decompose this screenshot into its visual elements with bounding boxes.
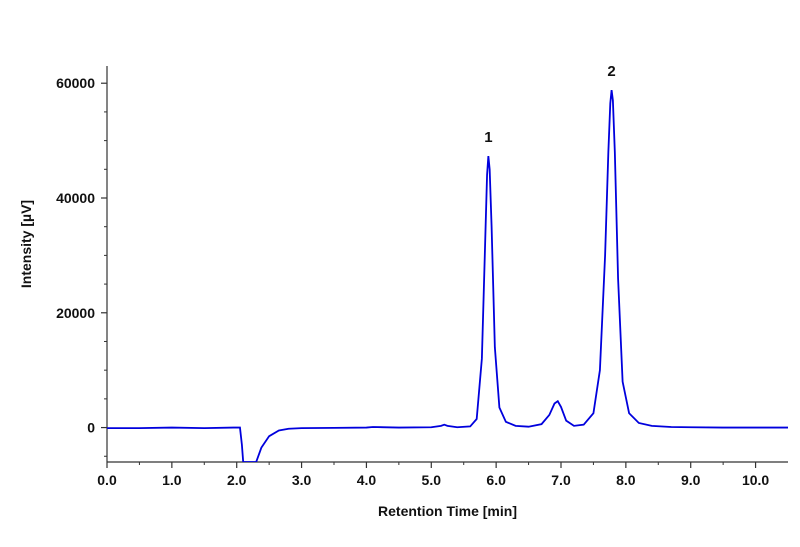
y-tick-label: 0	[87, 420, 95, 436]
peak-label: 1	[484, 129, 492, 146]
x-axis: 0.0 1.0 2.0 3.0 4.0 5.0 6.0 7.0 8.0 9.0 10.0	[97, 461, 788, 488]
y-axis-title: Intensity [µV]	[18, 200, 34, 288]
x-tick-label: 2.0	[227, 472, 247, 488]
x-tick-label: 9.0	[681, 472, 701, 488]
y-axis: 0 20000 40000 60000	[56, 66, 108, 462]
x-tick-label: 4.0	[357, 472, 377, 488]
peak-label: 2	[607, 63, 615, 80]
x-tick-label: 3.0	[292, 472, 312, 488]
x-tick-group: 0.0 1.0 2.0 3.0 4.0 5.0 6.0 7.0 8.0 9.0 10.0	[97, 462, 769, 488]
x-tick-label: 6.0	[486, 472, 506, 488]
x-tick-label: 8.0	[616, 472, 636, 488]
peak-label-group: 12	[484, 63, 616, 146]
y-tick-label: 20000	[56, 305, 95, 321]
y-tick-group: 0 20000 40000 60000	[56, 75, 107, 457]
y-tick-label: 40000	[56, 190, 95, 206]
x-tick-label: 10.0	[742, 472, 769, 488]
x-axis-title: Retention Time [min]	[378, 503, 517, 519]
x-tick-label: 7.0	[551, 472, 571, 488]
plot-area	[107, 89, 788, 462]
x-tick-label: 0.0	[97, 472, 117, 488]
series-line	[107, 89, 788, 462]
x-tick-label: 5.0	[422, 472, 442, 488]
x-tick-label: 1.0	[162, 472, 182, 488]
y-tick-label: 60000	[56, 75, 95, 91]
